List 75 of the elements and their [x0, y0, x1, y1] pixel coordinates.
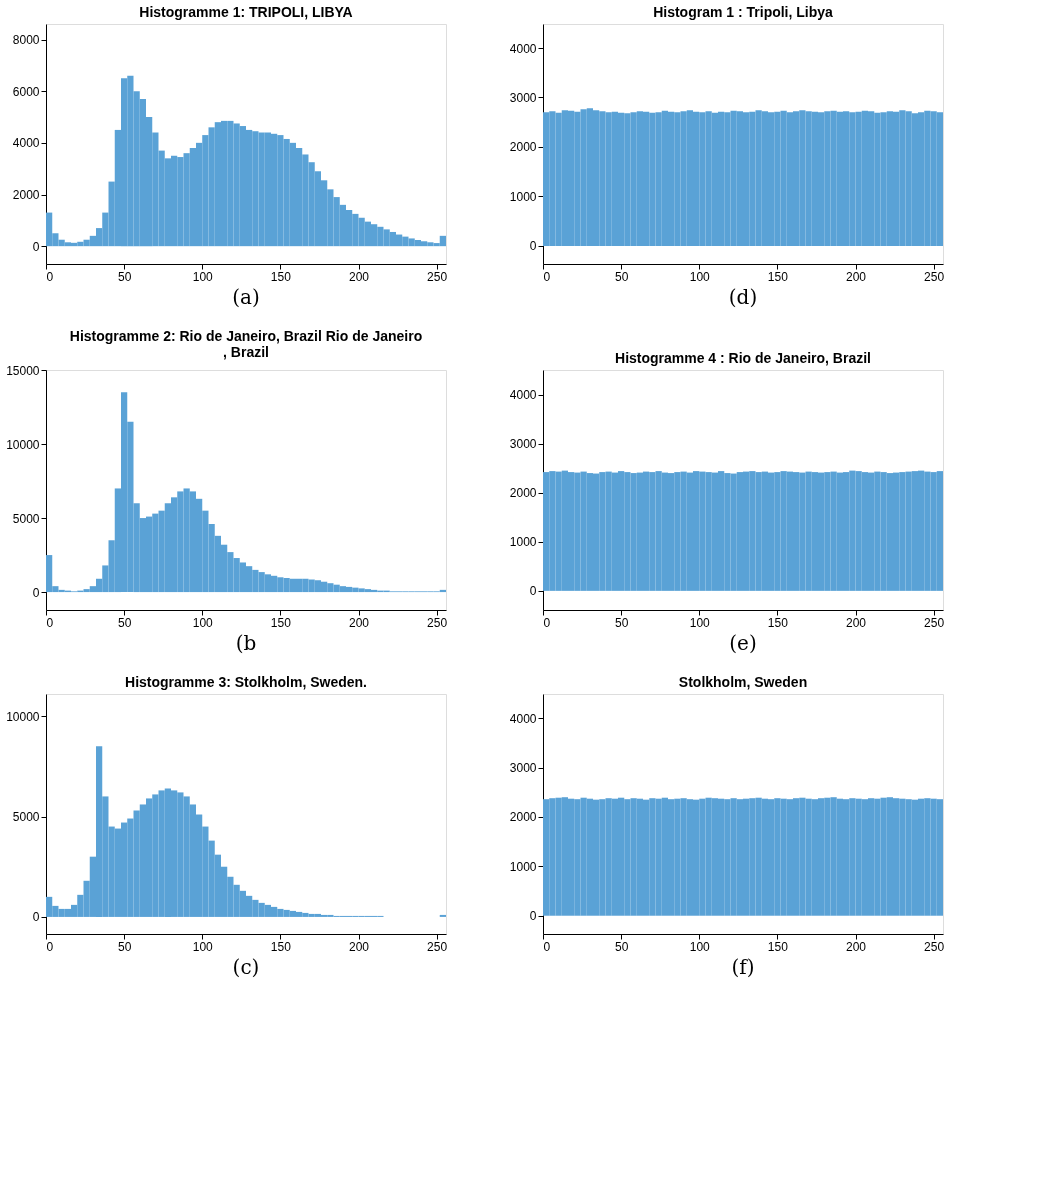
y-tick-label: 2000	[12, 188, 40, 203]
y-tick-label: 0	[529, 239, 537, 254]
x-tick-label: 0	[543, 615, 551, 630]
y-tick-label: 4000	[509, 41, 537, 56]
y-tick-label: 0	[32, 239, 40, 254]
y-tick-label: 15000	[6, 363, 40, 378]
y-tick-label: 0	[529, 584, 537, 599]
y-tick-label: 2000	[509, 486, 537, 501]
x-tick-label: 100	[689, 615, 711, 630]
y-tick-label: 4000	[509, 711, 537, 726]
y-tick-label: 1000	[509, 535, 537, 550]
x-tick-label: 250	[427, 269, 448, 284]
x-tick-label: 150	[270, 615, 292, 630]
chart-title: Histogramme 3: Stolkholm, Sweden.	[125, 674, 367, 690]
x-tick-label: 0	[46, 615, 54, 630]
x-tick-label: 50	[614, 939, 629, 954]
x-tick-label: 200	[348, 615, 370, 630]
y-tick-label: 3000	[509, 90, 537, 105]
x-tick-label: 150	[767, 939, 789, 954]
x-tick-label: 100	[192, 269, 214, 284]
x-tick-label: 100	[192, 939, 214, 954]
y-tick-label: 4000	[12, 136, 40, 151]
chart-title: Histogram 1 : Tripoli, Libya	[653, 4, 834, 20]
y-tick-label: 0	[32, 585, 40, 600]
x-tick-label: 200	[348, 269, 370, 284]
chart-title: Histogramme 2: Rio de Janeiro, Brazil Rio de Janeiro , Brazil	[69, 328, 423, 360]
y-tick-label: 2000	[509, 140, 537, 155]
text: (a)	[232, 285, 260, 309]
x-tick-label: 100	[689, 269, 711, 284]
x-tick-label: 50	[614, 615, 629, 630]
text: (f)	[731, 955, 755, 979]
text: (b	[235, 631, 257, 655]
x-tick-label: 150	[270, 939, 292, 954]
y-tick-label: 1000	[509, 189, 537, 204]
y-tick-label: 5000	[12, 810, 40, 825]
y-tick-label: 3000	[509, 761, 537, 776]
x-tick-label: 50	[614, 269, 629, 284]
x-tick-label: 200	[845, 939, 867, 954]
x-tick-label: 250	[924, 939, 945, 954]
chart-title: Histogramme 4 : Rio de Janeiro, Brazil	[615, 350, 871, 366]
x-tick-label: 250	[924, 615, 945, 630]
x-tick-label: 150	[767, 615, 789, 630]
y-tick-label: 0	[32, 910, 40, 925]
x-tick-label: 200	[845, 615, 867, 630]
x-tick-label: 0	[543, 269, 551, 284]
x-tick-label: 150	[767, 269, 789, 284]
x-tick-label: 50	[117, 615, 132, 630]
y-tick-label: 4000	[509, 388, 537, 403]
x-tick-label: 50	[117, 269, 132, 284]
x-tick-label: 50	[117, 939, 132, 954]
x-tick-label: 0	[46, 939, 54, 954]
y-tick-label: 2000	[509, 810, 537, 825]
x-tick-label: 150	[270, 269, 292, 284]
y-tick-label: 8000	[12, 33, 40, 47]
y-tick-label: 10000	[6, 437, 40, 452]
text: (d)	[728, 285, 758, 309]
chart-title: Histogramme 1: TRIPOLI, LIBYA	[139, 4, 353, 20]
x-tick-label: 250	[427, 615, 448, 630]
text: (c)	[232, 955, 260, 979]
y-tick-label: 1000	[509, 859, 537, 874]
y-tick-label: 3000	[509, 437, 537, 452]
x-tick-label: 100	[192, 615, 214, 630]
y-tick-label: 10000	[6, 709, 40, 724]
x-tick-label: 100	[689, 939, 711, 954]
y-tick-label: 0	[529, 909, 537, 924]
y-tick-label: 5000	[12, 511, 40, 526]
x-tick-label: 250	[427, 939, 448, 954]
x-tick-label: 0	[543, 939, 551, 954]
text: (e)	[729, 631, 757, 655]
chart-title: Stolkholm, Sweden	[678, 674, 808, 690]
x-tick-label: 200	[348, 939, 370, 954]
y-tick-label: 6000	[12, 84, 40, 99]
x-tick-label: 0	[46, 269, 54, 284]
x-tick-label: 200	[845, 269, 867, 284]
x-tick-label: 250	[924, 269, 945, 284]
